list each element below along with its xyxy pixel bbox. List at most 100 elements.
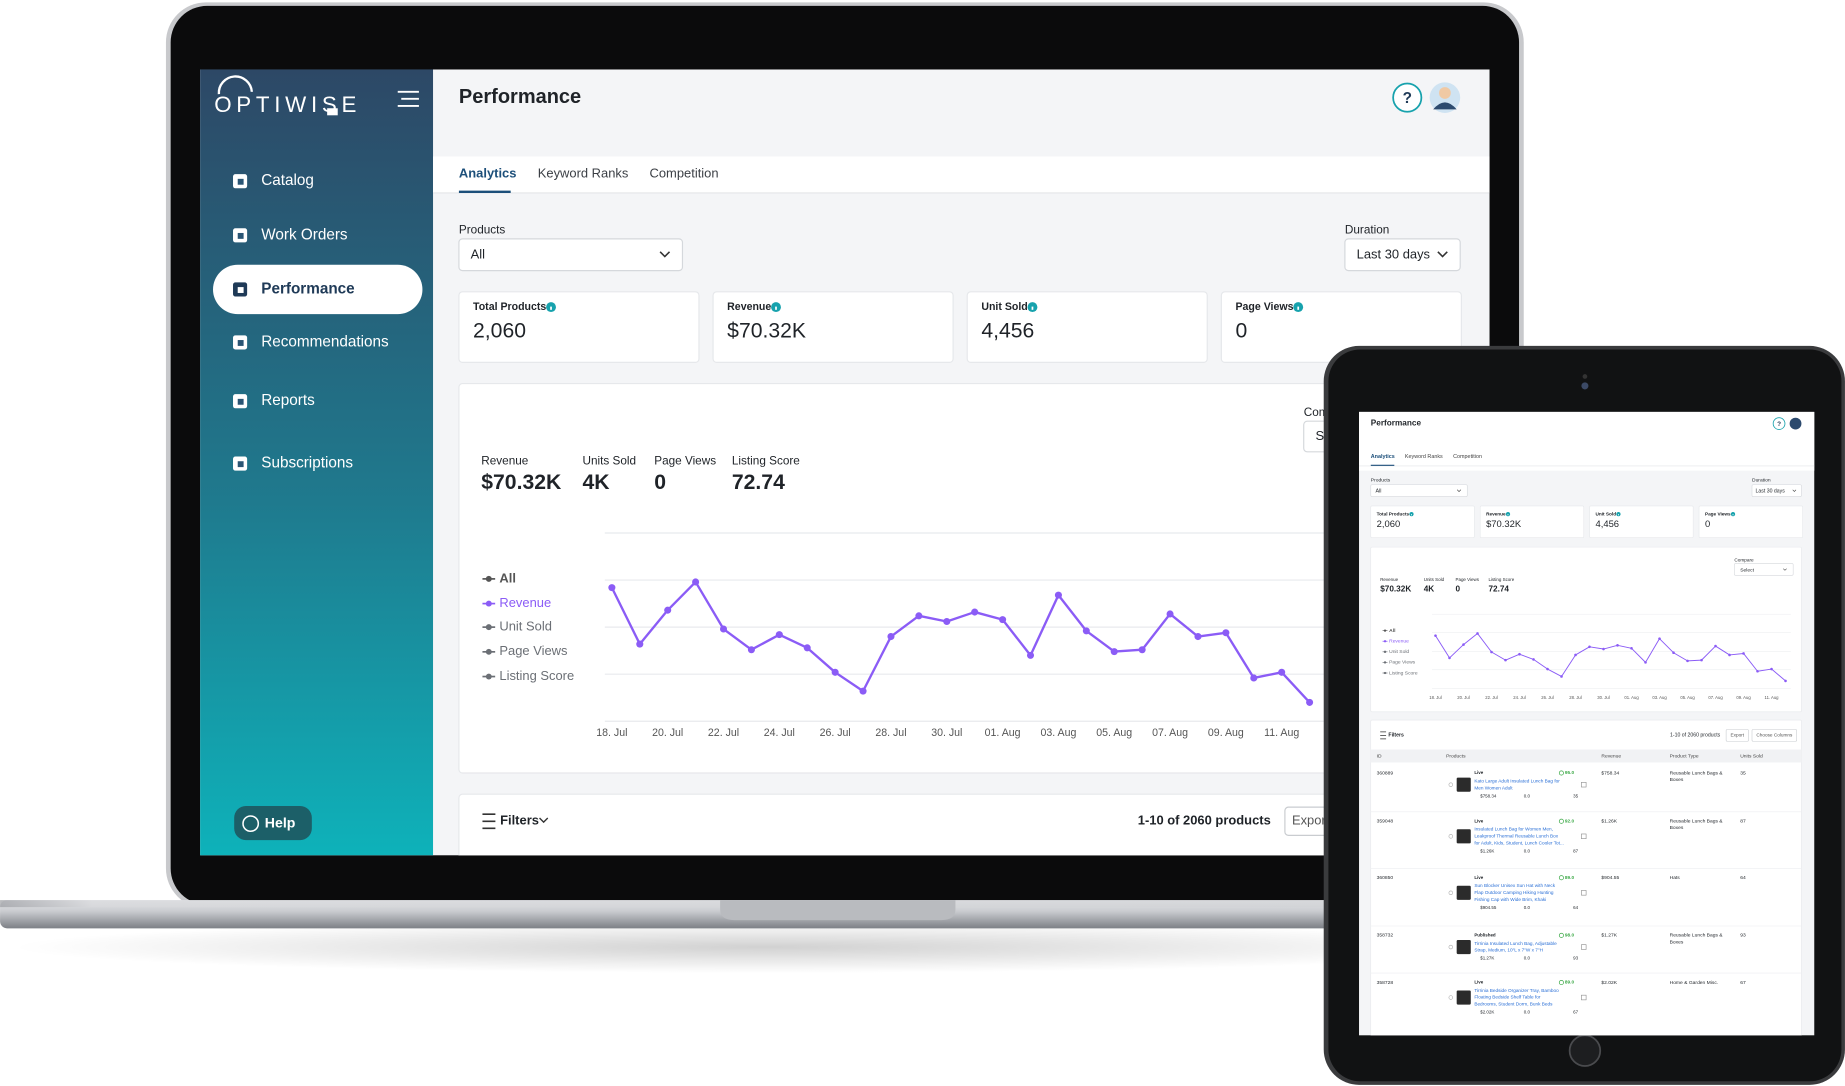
series-point [1770,667,1773,671]
x-tick-label: 26. Jul [1541,695,1553,700]
kpi-card [1698,505,1803,538]
star-icon[interactable] [1448,890,1453,895]
duration-select-value[interactable]: Last 30 days [1756,489,1786,495]
legend-item[interactable]: Listing Score [1389,670,1418,676]
cell-product-name[interactable]: Floating Bedside Shelf Table for [1474,995,1541,1000]
choose-columns-label[interactable]: Choose Columns [1756,733,1793,738]
column-header[interactable]: Revenue [1601,753,1621,759]
kpi-card [966,291,1208,363]
help-button[interactable] [234,805,312,841]
legend-item[interactable]: Listing Score [499,668,574,683]
cell-product-name[interactable]: Men Women Adult [1474,785,1513,790]
duration-label: Duration [1752,477,1771,483]
cell-product-name[interactable]: Bedrooms, Student Dorm, Bunk Beds [1474,1002,1553,1007]
compare-select[interactable] [1734,563,1794,576]
external-link-icon[interactable] [1581,994,1587,1001]
cell-product-type: Home & Garden Misc. [1670,980,1719,986]
external-link-icon[interactable] [1581,890,1587,896]
star-icon[interactable] [1448,782,1453,787]
compare-select-value[interactable]: Select [1740,567,1754,573]
cell-revenue: $1.26K [1601,819,1617,825]
nav-item[interactable]: Performance [261,280,354,297]
external-link-icon[interactable] [1581,833,1587,839]
column-header[interactable]: Product Type [1670,753,1699,759]
tablet-screen: Performance ? Analytics Keyword Ranks Compet… [1359,411,1815,1036]
avatar[interactable] [1789,417,1802,430]
cell-product-name[interactable]: Strap, Medium, 10"L x 7"W x 7"H [1474,948,1543,953]
legend-item[interactable]: Page Views [499,643,567,658]
tab[interactable]: Analytics [459,166,517,181]
legend-item[interactable]: Revenue [1389,639,1409,645]
duration-select[interactable] [1751,484,1802,497]
chevron-icon [1783,568,1787,571]
cell-product-name[interactable]: Sun Blocker Unisex Sun Hat with Neck [1474,883,1555,888]
column-header[interactable]: ID [1377,753,1382,759]
duration-select-value[interactable]: Last 30 days [1357,247,1430,262]
series-point [831,668,839,676]
cell-id: 358728 [1377,980,1394,986]
nav-item[interactable]: Catalog [261,172,314,189]
cell-units-sold: 87 [1740,819,1746,825]
nav-item[interactable]: Work Orders [261,226,348,243]
legend-item[interactable]: Unit Sold [1389,649,1409,655]
tab[interactable]: Competition [650,166,719,181]
column-header[interactable]: Products [1446,753,1466,759]
nav-item[interactable]: Reports [261,392,315,409]
summary-label: Listing Score [1488,577,1514,582]
filters-button[interactable]: Filters [1388,733,1404,739]
star-icon[interactable] [1448,944,1453,950]
products-select[interactable] [1370,484,1468,497]
product-thumbnail [1456,990,1471,1005]
tab[interactable]: Keyword Ranks [538,166,629,181]
series-point [1672,651,1675,655]
x-tick-label: 22. Jul [1485,695,1497,700]
products-select-value[interactable]: All [1375,489,1381,495]
tablet-home-button[interactable] [1568,1034,1602,1067]
filters-button[interactable]: Filters [500,813,539,828]
star-icon[interactable] [1448,834,1453,839]
cell-price: $2.02K [1480,1010,1494,1015]
summary-label: Revenue [481,454,528,467]
export-button-label[interactable]: Export [1292,813,1330,828]
legend-item[interactable]: Unit Sold [499,619,552,634]
export-button-label[interactable]: Export [1731,733,1745,738]
legend-item[interactable]: All [499,570,516,585]
products-select-value[interactable]: All [471,247,486,262]
legend-item[interactable]: All [1389,628,1396,634]
products-select[interactable] [458,238,684,272]
cell-product-name[interactable]: Fishing Cap with Wide Brim, Khaki [1474,897,1546,902]
cell-price: $1.27K [1480,956,1494,961]
series-point [1616,644,1619,647]
duration-select[interactable] [1344,238,1461,272]
cell-product-name[interactable]: Kato Large Adult Insulated Lunch Bag for [1474,778,1560,783]
external-link-icon[interactable] [1581,782,1587,788]
cell-product-name[interactable]: for Adult, Kids, Student, Lunch Cooler T… [1474,840,1564,845]
chevron-icon [1456,489,1462,493]
x-tick-label: 03. Aug [1040,727,1076,739]
external-link-icon[interactable] [1581,944,1587,950]
legend-item[interactable]: Page Views [1389,660,1416,666]
cell-product-name[interactable]: Insulated Lunch Bag for Women Men, [1474,827,1553,832]
help-icon-label[interactable]: ? [1403,90,1412,107]
nav-item[interactable]: Recommendations [261,333,389,350]
cell-product-name[interactable]: Leakproof Thermal Reusable Lunch Box [1474,834,1558,839]
cell-product-name[interactable]: Tirrinia Bedside Organizer Tray, Bamboo [1474,988,1559,993]
nav-item[interactable]: Subscriptions [261,455,353,472]
help-icon-label[interactable]: ? [1777,421,1781,428]
tab[interactable]: Keyword Ranks [1405,454,1443,460]
legend-item[interactable]: Revenue [499,595,551,610]
export-button[interactable] [1725,729,1749,742]
choose-columns-button[interactable] [1751,729,1798,742]
cell-product-name[interactable]: Tirrinia Insulated Lunch Bag, Adjustable [1474,941,1557,946]
help-icon[interactable] [1772,417,1786,430]
column-header[interactable]: Units Sold [1740,753,1763,759]
chevron-icon [1437,251,1448,258]
laptop-screen: OPTIWISE Catalog Work Orders Performance Rec… [200,69,1490,856]
cell-product-name[interactable]: Flap Outdoor Camping Hiking Hunting [1474,890,1554,895]
help-icon[interactable] [1392,82,1423,113]
nav-item-active[interactable] [213,264,423,315]
tab[interactable]: Analytics [1371,454,1395,460]
help-button-label[interactable]: Help [265,814,296,830]
star-icon[interactable] [1448,995,1453,1000]
tab[interactable]: Competition [1453,454,1482,460]
